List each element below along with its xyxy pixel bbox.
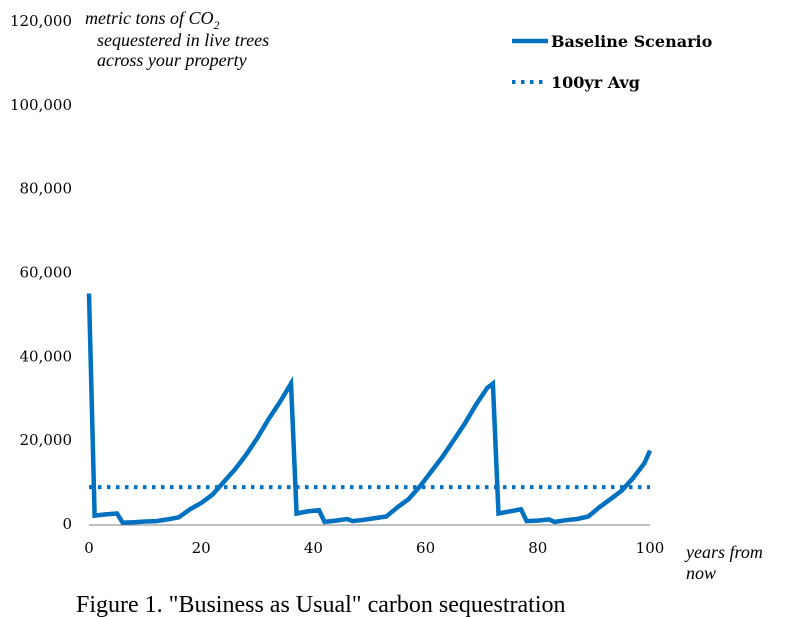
- series-line-baseline-scenario: [86, 293, 653, 525]
- x-axis-label-line-1: years from: [684, 542, 763, 562]
- x-tick-label: 20: [192, 539, 211, 557]
- x-tick-label: 40: [304, 539, 323, 557]
- y-tick-label: 120,000: [10, 12, 72, 30]
- legend: Baseline Scenario 100yr Avg: [512, 32, 713, 92]
- legend-label-100yr-avg: 100yr Avg: [551, 73, 640, 92]
- legend-label-baseline-scenario: Baseline Scenario: [551, 32, 713, 51]
- y-tick-label: 0: [62, 515, 72, 533]
- x-tick-label: 80: [528, 539, 547, 557]
- x-axis-tick-labels: 0 20 40 60 80 100: [84, 539, 664, 557]
- y-tick-label: 60,000: [20, 264, 73, 282]
- y-tick-label: 100,000: [10, 96, 72, 114]
- y-axis-label-line-2: sequestered in live trees: [97, 30, 269, 50]
- x-axis-label-line-2: now: [686, 563, 716, 583]
- plot-area: [86, 293, 653, 526]
- y-axis-label-line-1: metric tons of CO2: [85, 8, 220, 32]
- figure-caption: Figure 1. "Business as Usual" carbon seq…: [76, 592, 566, 617]
- y-axis-label-line-3: across your property: [97, 50, 247, 70]
- x-tick-label: 60: [416, 539, 435, 557]
- x-tick-label: 100: [636, 539, 665, 557]
- y-tick-label: 20,000: [20, 431, 73, 449]
- y-tick-label: 80,000: [20, 180, 73, 198]
- x-tick-label: 0: [84, 539, 94, 557]
- y-tick-label: 40,000: [20, 347, 73, 365]
- co2-subscript: 2: [214, 18, 220, 32]
- y-axis-tick-labels: 0 20,000 40,000 60,000 80,000 100,000 120,000: [10, 12, 72, 533]
